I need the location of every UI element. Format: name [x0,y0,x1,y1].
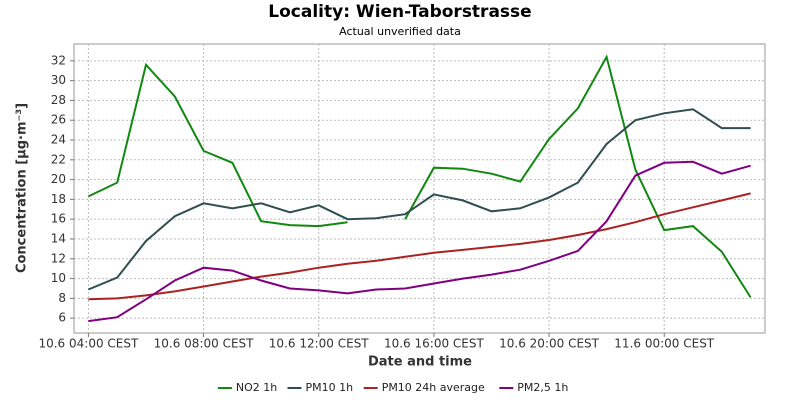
y-tick-label: 16 [51,212,66,226]
y-tick-label: 26 [51,113,66,127]
y-tick-label: 32 [51,53,66,67]
plot-area [73,43,766,334]
y-axis-label: Concentration [µg·m⁻³] [15,103,30,273]
y-tick-label: 22 [51,152,66,166]
y-tick-label: 8 [58,291,66,305]
x-tick-label: 10.6 08:00 CEST [154,337,255,351]
y-tick-label: 6 [58,311,66,325]
series-line [88,160,751,323]
y-tick-label: 24 [51,133,66,147]
x-tick-label: 11.6 00:00 CEST [614,337,715,351]
legend-label: PM2,5 1h [517,381,568,394]
series-line [88,192,751,301]
chart-title: Locality: Wien-Taborstrasse [268,2,531,22]
legend-label: PM10 24h average [382,381,485,394]
series-line [88,108,751,291]
x-tick-label: 10.6 16:00 CEST [384,337,485,351]
legend-label: NO2 1h [236,381,277,394]
x-axis-label: Date and time [368,355,472,370]
legend-label: PM10 1h [306,381,354,394]
x-tick-label: 10.6 04:00 CEST [38,337,139,351]
y-tick-label: 30 [51,73,66,87]
y-tick-label: 18 [51,192,66,206]
x-tick-label: 10.6 20:00 CEST [499,337,600,351]
x-tick-label: 10.6 12:00 CEST [269,337,370,351]
y-tick-label: 28 [51,93,66,107]
y-tick-label: 12 [51,251,66,265]
series-line [87,54,752,298]
chart-subtitle: Actual unverified data [339,25,461,38]
y-tick-label: 10 [51,271,66,285]
y-tick-label: 14 [51,231,66,245]
y-tick-label: 20 [51,172,66,186]
